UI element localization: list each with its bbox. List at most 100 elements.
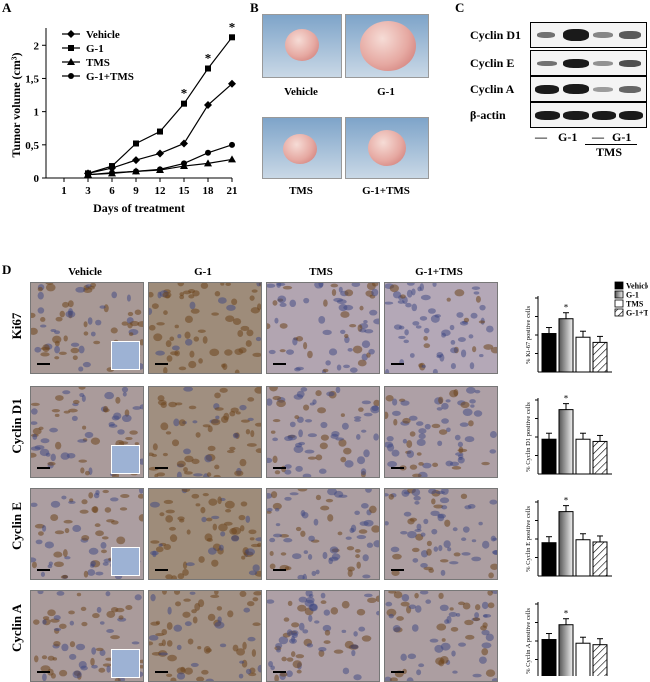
bar-chart-2: % Cyclin D1 positive cells * [525, 394, 612, 475]
data-point [180, 139, 188, 148]
data-point [133, 140, 139, 147]
bar-chart-1: % Ki-67 positive cells * [525, 296, 612, 373]
scale-bar [391, 671, 404, 673]
scale-bar [391, 467, 404, 469]
tumor-photo-tms [262, 117, 342, 179]
x-tick-label: 1 [61, 185, 67, 197]
significance-star: * [181, 86, 188, 101]
bar-significance-star: * [564, 496, 569, 506]
wb-label-beta-actin: β-actin [470, 108, 506, 122]
y-tick-label: 1,5 [25, 73, 39, 85]
scale-bar [37, 467, 50, 469]
bar-y-label: % Cyclin A positive cells [525, 608, 532, 674]
significance-star: * [229, 19, 236, 34]
scale-bar [391, 363, 404, 365]
data-point [109, 169, 115, 176]
ihc-row-cyclin-a: Cyclin A [9, 603, 24, 653]
ihc-micrograph [266, 386, 380, 478]
legend-label: G-1 [86, 43, 104, 55]
ihc-micrograph [148, 386, 262, 478]
scale-bar [155, 467, 168, 469]
tumor-label-g1: G-1 [377, 86, 395, 98]
data-point [157, 166, 163, 173]
x-tick-label: 15 [179, 185, 191, 197]
y-tick-label: 0,5 [25, 140, 39, 152]
line-chart-axes: 1 3 6 9 12 15 18 21 0 0,5 1 1,5 2 Days of treatment Tu… [9, 28, 238, 215]
data-point [133, 168, 139, 175]
data-point [85, 171, 91, 178]
control-inset [111, 649, 140, 678]
data-point [181, 160, 187, 167]
bar [558, 511, 574, 577]
bar-significance-star: * [564, 303, 569, 313]
legend-label: Vehicle [86, 29, 120, 41]
ihc-micrograph [384, 488, 498, 580]
bar [541, 438, 557, 475]
bar-y-label: % Cyclin D1 positive cells [525, 402, 532, 472]
ihc-micrograph [30, 386, 144, 478]
x-axis-label: Days of treatment [93, 201, 185, 215]
wb-blot-cyclin-d1 [530, 22, 647, 48]
wb-label-cyclin-a: Cyclin A [470, 82, 515, 96]
data-point [181, 100, 187, 107]
bar [575, 336, 591, 373]
line-chart-series: * * * [84, 19, 236, 178]
panel-label-d: D [2, 262, 12, 277]
data-point [156, 149, 164, 158]
bar [592, 541, 608, 577]
legend-marker [67, 58, 75, 65]
x-tick-label: 3 [85, 185, 91, 197]
ihc-micrograph [266, 282, 380, 374]
ihc-micrograph [30, 590, 144, 682]
scale-bar [273, 569, 286, 571]
ihc-micrograph [148, 590, 262, 682]
data-point [229, 34, 235, 41]
ihc-col-tms: TMS [309, 266, 333, 278]
scale-bar [273, 363, 286, 365]
wb-blot-beta-actin [530, 102, 647, 128]
scale-bar [37, 569, 50, 571]
ihc-micrograph [266, 488, 380, 580]
significance-star: * [205, 51, 212, 66]
bar-legend-label: G-1 [626, 291, 639, 300]
bar-legend-swatch [614, 290, 624, 299]
legend-marker [68, 73, 74, 79]
data-point [205, 65, 211, 72]
data-point [228, 79, 236, 88]
control-inset [111, 341, 140, 370]
ihc-row-cyclin-d1: Cyclin D1 [9, 398, 24, 454]
bar-legend-label: G-1+TMS [626, 309, 648, 318]
y-tick-label: 2 [34, 40, 40, 52]
tumor-label-vehicle: Vehicle [284, 86, 318, 98]
bar-legend-label: TMS [626, 300, 644, 309]
scale-bar [155, 671, 168, 673]
ihc-micrograph [30, 488, 144, 580]
ihc-micrograph [30, 282, 144, 374]
bar-y-label: % Ki-67 positive cells [525, 306, 532, 364]
tumor-photo-vehicle [262, 14, 342, 78]
data-point [205, 149, 211, 156]
bar [558, 318, 574, 373]
ihc-micrograph [384, 386, 498, 478]
control-inset [111, 445, 140, 474]
data-point [204, 101, 212, 109]
legend-label: TMS [86, 57, 110, 69]
bar [558, 624, 574, 676]
x-tick-label: 18 [203, 185, 215, 197]
scale-bar [273, 467, 286, 469]
bar [558, 409, 574, 475]
scale-bar [37, 671, 50, 673]
bar-legend-swatch [614, 299, 624, 308]
ihc-micrograph [384, 590, 498, 682]
wb-blot-cyclin-a [530, 76, 647, 102]
ihc-micrograph [148, 488, 262, 580]
wb-lane-1: — [535, 130, 547, 144]
bar [592, 644, 608, 676]
x-tick-label: 6 [109, 185, 115, 197]
tumor-volume-line-chart: 1 3 6 9 12 15 18 21 0 0,5 1 1,5 2 Days of treatment Tu… [9, 19, 238, 215]
wb-treatment-label: TMS [596, 145, 623, 159]
data-point [228, 155, 236, 163]
data-point [204, 159, 212, 167]
bar-significance-star: * [564, 394, 569, 404]
bar [541, 333, 557, 373]
